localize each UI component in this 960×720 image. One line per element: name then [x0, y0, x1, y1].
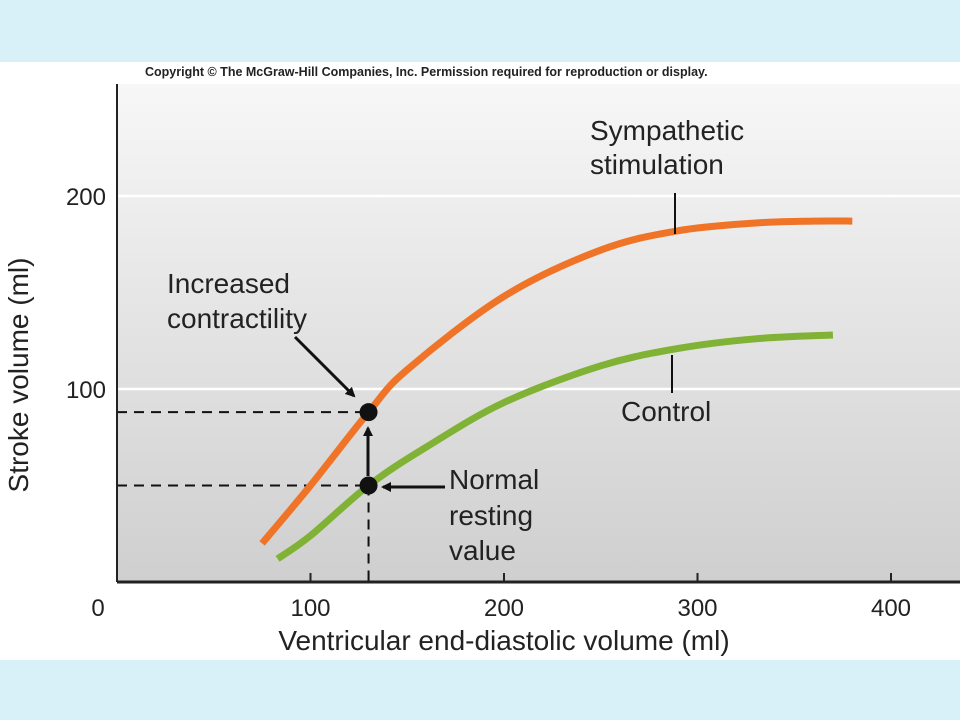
x-axis-title: Ventricular end-diastolic volume (ml) [278, 625, 729, 656]
y-axis-title: Stroke volume (ml) [3, 258, 34, 493]
annotation-sympathetic: Sympathetic stimulation [590, 115, 752, 180]
x-tick-label: 100 [290, 595, 330, 622]
chart: Copyright © The McGraw-Hill Companies, I… [3, 65, 960, 656]
guide-lines [117, 411, 370, 582]
increased-contractility-arrow [293, 335, 356, 398]
x-tick-label: 300 [677, 595, 717, 622]
x-tick-label: 200 [484, 595, 524, 622]
series-sympathetic-stimulation [259, 217, 853, 546]
copyright-notice: Copyright © The McGraw-Hill Companies, I… [145, 65, 708, 79]
annotation-control: Control [621, 396, 711, 427]
point-normal-resting-value [359, 476, 378, 495]
y-tick-label: 200 [66, 184, 106, 211]
annotation-increased-contractility: Increased contractility [167, 268, 307, 334]
tick-labels: 0 100 200 300 400 100 200 [66, 184, 911, 622]
x-tick-label: 400 [871, 595, 911, 622]
series-layer [259, 217, 853, 562]
series-control [275, 331, 834, 562]
points-layer [359, 403, 378, 495]
annotation-normal-resting: Normal resting value [449, 464, 547, 566]
point-increased-contractility [359, 403, 378, 422]
y-tick-label: 100 [66, 377, 106, 404]
annotations: Sympathetic stimulation Control Increase… [167, 115, 752, 566]
axes [116, 84, 960, 584]
slide: Copyright © The McGraw-Hill Companies, I… [0, 62, 960, 660]
x-tick-label: 0 [91, 595, 104, 622]
